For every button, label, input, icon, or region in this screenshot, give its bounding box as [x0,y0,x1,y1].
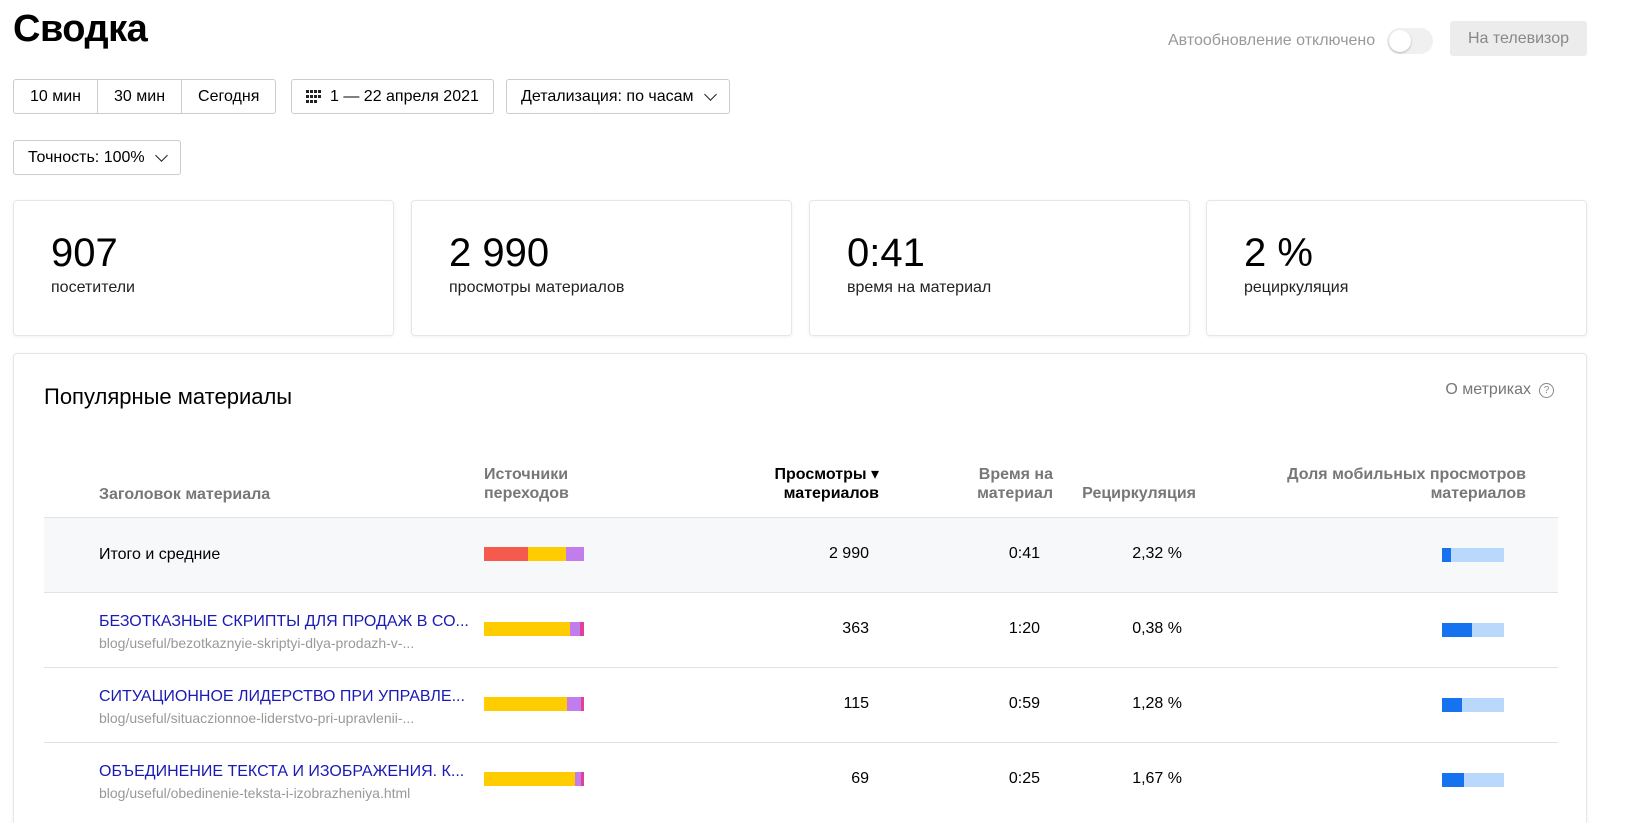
kpi-value: 0:41 [847,231,925,275]
panel-title: Популярные материалы [44,384,293,409]
material-url: blog/useful/obedinenie-teksta-i-izobrazh… [99,785,411,801]
range-30-min-button[interactable]: 30 мин [98,80,183,113]
mobile-share-fill [1442,623,1472,637]
range-today-button[interactable]: Сегодня [198,87,260,105]
row-title: Итого и средние [99,546,221,563]
row-time: 0:41 [1008,545,1040,562]
sources-bar [484,697,584,711]
column-header-line: материал [977,485,1053,502]
mobile-share-bar [1442,623,1504,637]
column-header-line: Доля мобильных просмотров [1287,466,1526,483]
row-views: 363 [842,620,869,637]
sources-bar [484,772,584,786]
kpi-card-recirculation: 2 % рециркуляция [1206,200,1587,336]
column-header-line: материалов [783,485,879,502]
column-header-line: Просмотры ▾ [774,466,879,483]
autoupdate-toggle[interactable] [1387,28,1434,54]
kpi-value: 907 [51,231,118,275]
mobile-share-fill [1442,698,1462,712]
kpi-label: просмотры материалов [449,279,625,296]
range-10-min-button[interactable]: 10 мин [14,80,99,113]
mobile-share-fill [1442,773,1464,787]
chevron-down-icon [703,87,717,101]
toggle-knob [1389,30,1412,52]
source-segment [528,547,566,561]
material-link[interactable]: СИТУАЦИОННОЕ ЛИДЕРСТВО ПРИ УПРАВЛЕ... [99,688,465,705]
source-segment [567,697,581,711]
mobile-share-bar [1442,698,1504,712]
row-views: 115 [843,695,869,712]
material-url: blog/useful/bezotkaznyie-skriptyi-dlya-p… [99,635,415,651]
source-segment [570,622,580,636]
detail-dropdown[interactable]: Детализация: по часам [506,79,730,114]
accuracy-label: Точность: 100% [28,148,145,166]
column-header-line: переходов [484,485,569,502]
kpi-card-views: 2 990 просмотры материалов [411,200,792,336]
table-row-total: Итого и средние 2 990 0:41 2,32 % [44,517,1558,592]
about-metrics-link[interactable]: О метриках ? [1445,381,1554,399]
kpi-card-time: 0:41 время на материал [809,200,1190,336]
source-segment [566,547,584,561]
time-range-group: 10 мин 30 мин Сегодня [13,79,277,114]
kpi-label: время на материал [847,279,992,296]
kpi-label: посетители [51,279,135,296]
source-segment [581,772,584,786]
chevron-down-icon [154,148,168,162]
about-metrics-label: О метриках [1445,381,1531,398]
table-row[interactable]: БЕЗОТКАЗНЫЕ СКРИПТЫ ДЛЯ ПРОДАЖ В СО... b… [44,592,1558,667]
column-header-mobile-share[interactable]: Доля мобильных просмотров материалов [1287,465,1526,503]
kpi-value: 2 990 [449,231,550,275]
kpi-label: рециркуляция [1244,279,1349,296]
source-segment [581,697,584,711]
accuracy-dropdown[interactable]: Точность: 100% [13,140,181,175]
table-row[interactable]: ОБЪЕДИНЕНИЕ ТЕКСТА И ИЗОБРАЖЕНИЯ. К... b… [44,742,1558,817]
column-header-recirculation[interactable]: Рециркуляция [1082,485,1196,502]
row-time: 0:59 [1008,695,1040,712]
material-link[interactable]: ОБЪЕДИНЕНИЕ ТЕКСТА И ИЗОБРАЖЕНИЯ. К... [99,763,465,780]
material-url: blog/useful/situaczionnoe-liderstvo-pri-… [99,710,415,726]
source-segment [575,772,581,786]
popular-materials-panel: Популярные материалы О метриках ? Заголо… [13,353,1587,823]
mobile-share-bar [1442,548,1504,562]
row-views: 2 990 [828,545,869,562]
column-header-line: материалов [1430,485,1526,502]
calendar-icon [306,89,322,104]
source-segment [484,697,567,711]
source-segment [580,622,584,636]
source-segment [484,622,570,636]
column-header-time[interactable]: Время на материал [977,465,1053,503]
date-range-label: 1 — 22 апреля 2021 [330,87,479,105]
kpi-card-visitors: 907 посетители [13,200,394,336]
row-recirculation: 1,28 % [1132,695,1182,712]
tv-mode-button[interactable]: На телевизор [1450,21,1587,56]
column-header-line: Время на [978,466,1053,483]
column-header-views[interactable]: Просмотры ▾ материалов [775,465,879,503]
row-time: 1:20 [1008,620,1040,637]
column-header-sources[interactable]: Источники переходов [484,465,569,503]
help-icon: ? [1539,382,1554,398]
kpi-value: 2 % [1244,231,1313,275]
mobile-share-bar [1442,773,1504,787]
detail-label: Детализация: по часам [521,87,694,105]
material-link[interactable]: БЕЗОТКАЗНЫЕ СКРИПТЫ ДЛЯ ПРОДАЖ В СО... [99,613,469,630]
sources-bar [484,622,584,636]
mobile-share-fill [1442,548,1452,562]
table-row[interactable]: СИТУАЦИОННОЕ ЛИДЕРСТВО ПРИ УПРАВЛЕ... bl… [44,667,1558,742]
row-recirculation: 2,32 % [1132,545,1182,562]
sources-bar [484,547,584,561]
date-range-button[interactable]: 1 — 22 апреля 2021 [291,79,494,114]
row-recirculation: 1,67 % [1132,770,1182,787]
autoupdate-label: Автообновление отключено [1168,32,1376,49]
row-recirculation: 0,38 % [1132,620,1182,637]
column-header-line: Источники [484,466,569,483]
source-segment [484,547,528,561]
source-segment [484,772,575,786]
row-time: 0:25 [1008,770,1040,787]
column-header-title[interactable]: Заголовок материала [99,486,271,503]
page-title: Сводка [13,8,148,50]
row-views: 69 [851,770,869,787]
autoupdate-control[interactable]: Автообновление отключено [1168,28,1434,54]
